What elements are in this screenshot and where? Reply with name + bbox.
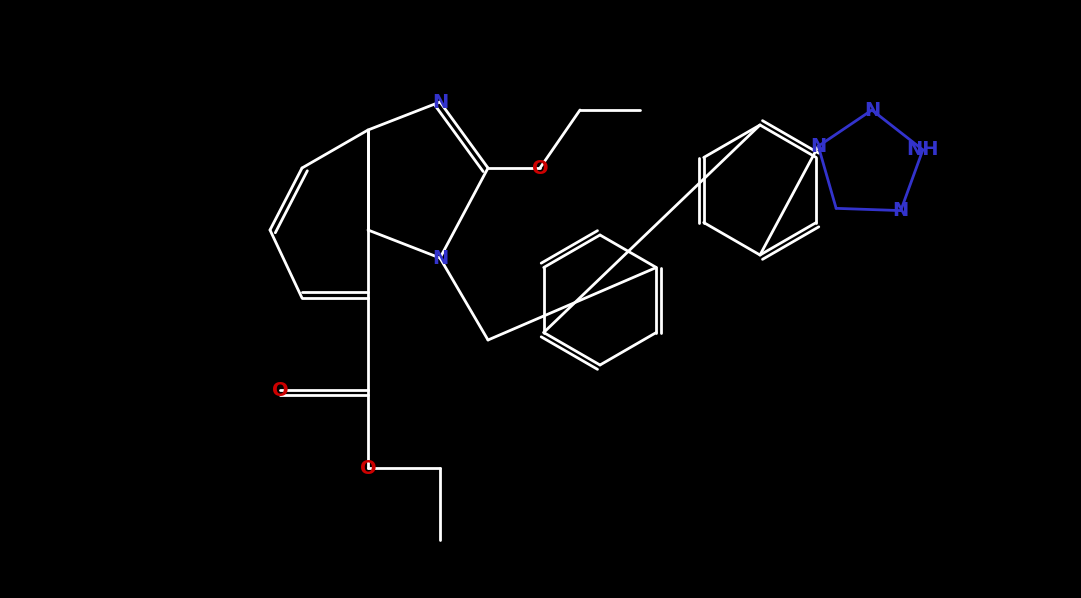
Text: N: N — [864, 100, 880, 120]
Text: O: O — [532, 158, 548, 178]
Text: O: O — [360, 459, 376, 477]
Text: N: N — [432, 249, 449, 267]
Text: N: N — [810, 137, 827, 155]
Text: O: O — [271, 380, 289, 399]
Text: N: N — [893, 201, 909, 220]
Text: NH: NH — [907, 141, 939, 159]
Text: N: N — [432, 93, 449, 111]
